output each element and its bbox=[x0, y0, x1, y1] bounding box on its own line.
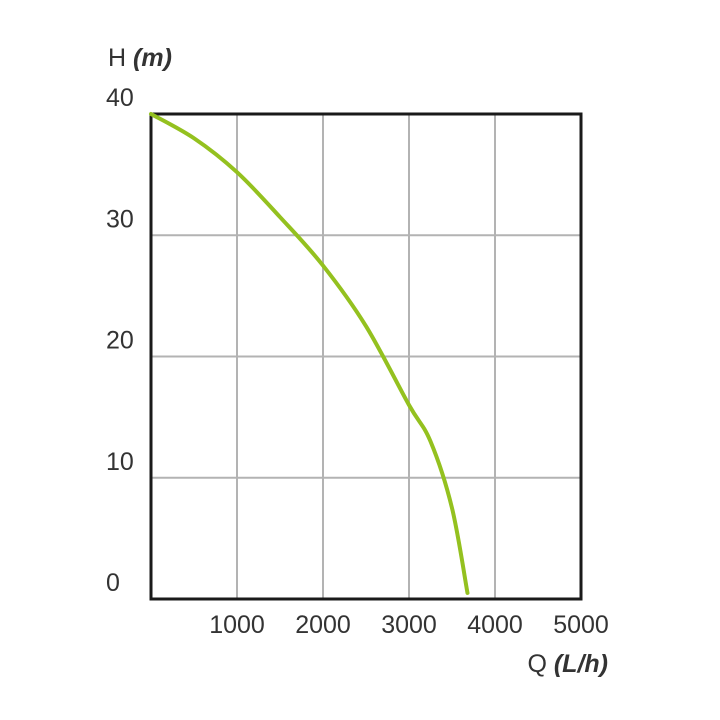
x-tick-label: 1000 bbox=[209, 611, 265, 639]
x-axis-unit: (L/h) bbox=[554, 650, 608, 678]
plot-frame bbox=[149, 112, 583, 601]
x-axis-label: Q (L/h) bbox=[527, 650, 608, 678]
y-tick-label: 40 bbox=[106, 84, 134, 112]
x-tick-label: 2000 bbox=[295, 611, 351, 639]
y-axis-name: H bbox=[108, 44, 126, 72]
y-tick-label: 10 bbox=[106, 448, 134, 476]
y-axis-unit: (m) bbox=[133, 44, 172, 72]
y-tick-label: 0 bbox=[106, 569, 120, 597]
x-tick-label: 4000 bbox=[467, 611, 523, 639]
x-axis-name: Q bbox=[527, 650, 546, 678]
y-tick-label: 20 bbox=[106, 327, 134, 355]
y-axis-label: H (m) bbox=[108, 44, 172, 72]
x-tick-label: 5000 bbox=[553, 611, 609, 639]
y-tick-label: 30 bbox=[106, 205, 134, 233]
x-tick-label: 3000 bbox=[381, 611, 437, 639]
curve bbox=[149, 112, 470, 595]
